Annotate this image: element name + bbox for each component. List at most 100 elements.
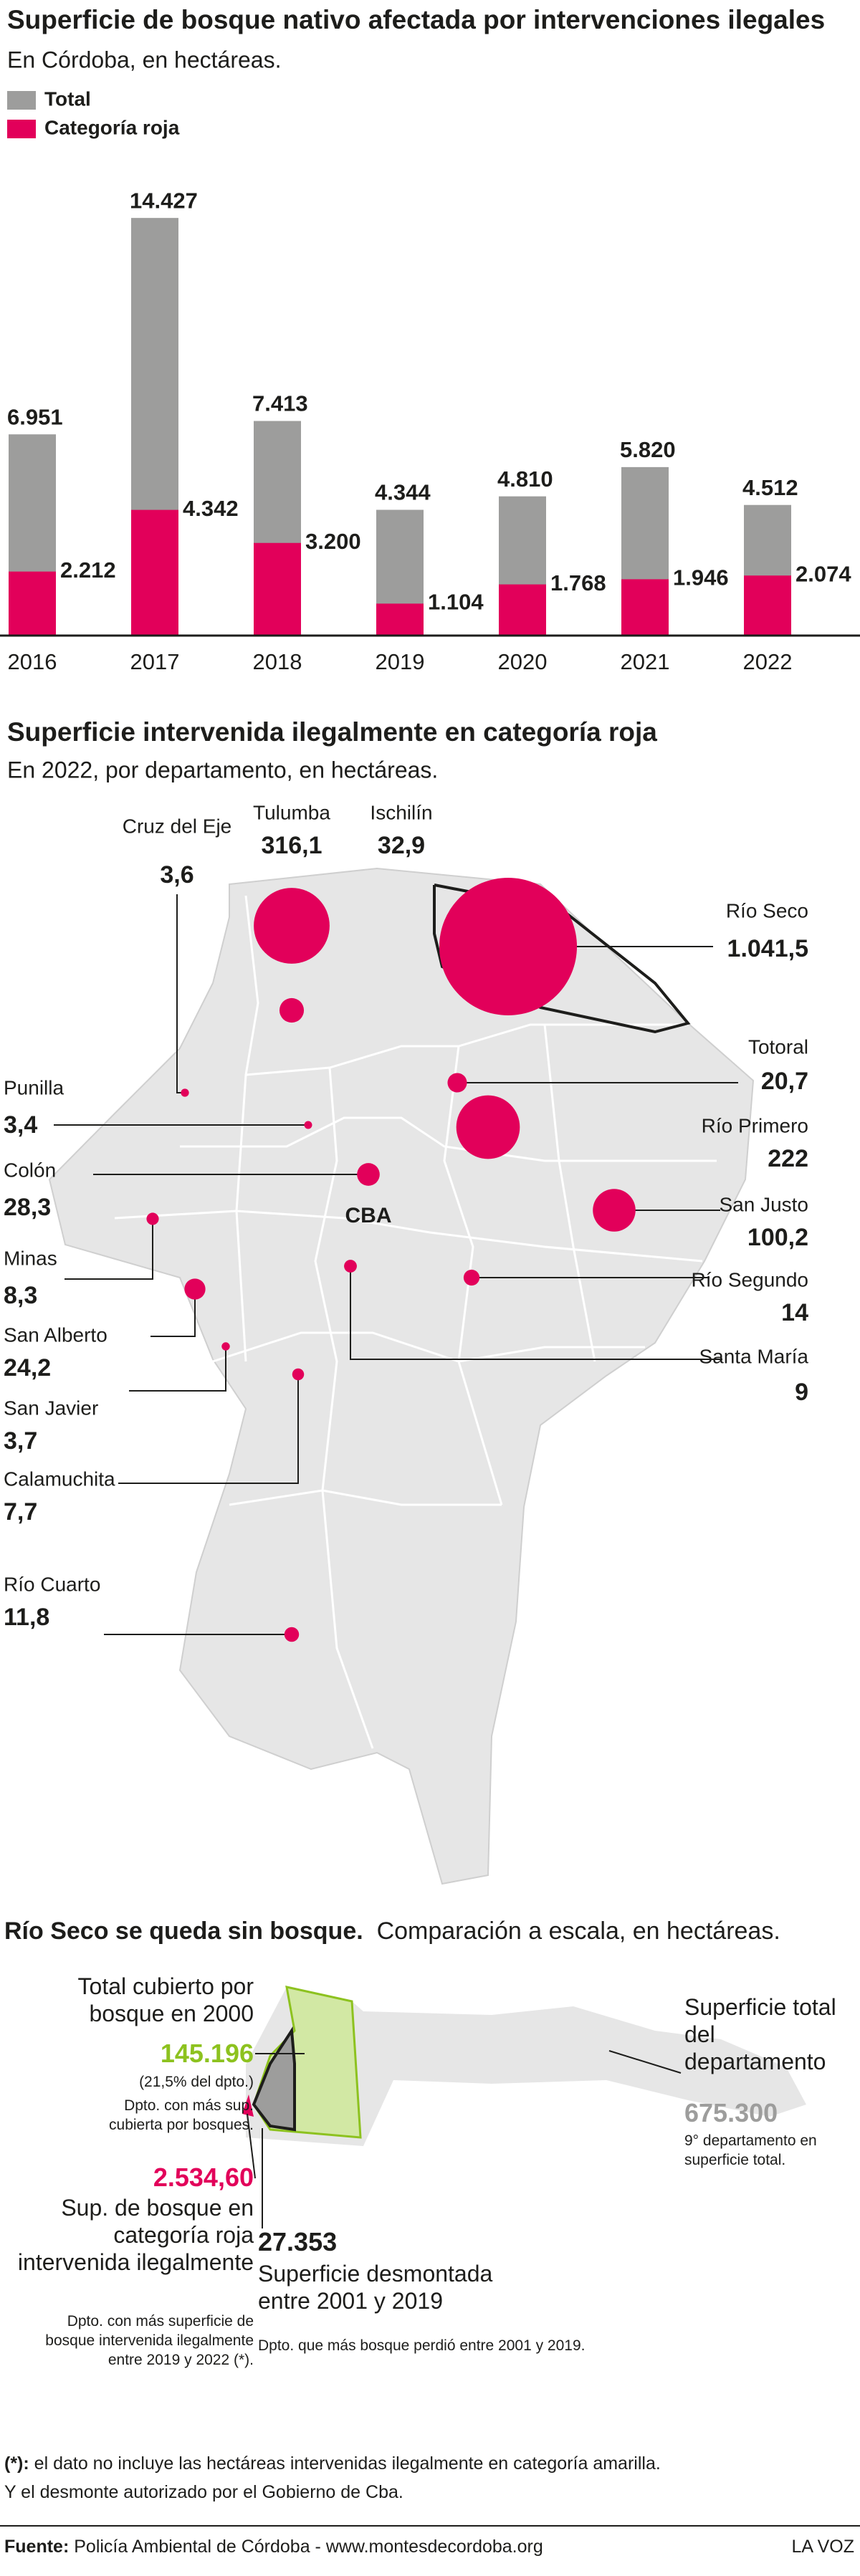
category-label: Santa María — [699, 1345, 808, 1367]
bar — [254, 542, 301, 636]
x-tick-label: 2022 — [743, 649, 793, 674]
value-label: 11,8 — [4, 1604, 49, 1631]
category-label: Río Segundo — [692, 1268, 808, 1291]
value-label: 24,2 — [4, 1354, 51, 1382]
category-label: San Alberto — [4, 1323, 108, 1346]
x-tick-label: 2020 — [498, 649, 548, 674]
bubble — [439, 877, 578, 1016]
category-label: San Javier — [4, 1397, 98, 1419]
value-label: 28,3 — [4, 1194, 51, 1221]
bubble — [593, 1189, 636, 1232]
category-label: Río Cuarto — [4, 1573, 100, 1595]
bar — [376, 603, 424, 636]
category-label: Colón — [4, 1159, 56, 1181]
value-label: 1.104 — [428, 590, 484, 615]
value-label: 3,7 — [4, 1427, 37, 1455]
value-label: 8,3 — [4, 1282, 37, 1309]
bar — [499, 584, 546, 636]
forest-label: Total cubierto por bosque en 2000 — [77, 1973, 254, 2026]
category-label: Punilla — [4, 1076, 64, 1098]
category-label: Totoral — [748, 1035, 808, 1058]
bubble — [184, 1278, 206, 1300]
source: Fuente: Policía Ambiental de Córdoba - w… — [4, 2537, 543, 2557]
chart-subtitle: En Córdoba, en hectáreas. — [7, 47, 281, 72]
comparison-subtitle: Comparación a escala, en hectáreas. — [376, 1917, 780, 1945]
legend-label: Total — [44, 87, 91, 110]
note-line: el dato no incluye las hectáreas interve… — [34, 2453, 661, 2474]
category-label: Ischilín — [370, 801, 432, 823]
category-label: Río Seco — [726, 899, 808, 921]
value-label: 7.413 — [252, 391, 308, 416]
x-tick-label: 2019 — [376, 649, 425, 674]
value-label: 4.810 — [497, 466, 553, 492]
bar — [9, 571, 56, 636]
value-label: 316,1 — [261, 832, 322, 859]
red-shape — [242, 2094, 254, 2117]
source-text: Policía Ambiental de Córdoba - www.monte… — [74, 2537, 543, 2557]
value-label: 1.041,5 — [727, 935, 808, 962]
bubble — [357, 1163, 380, 1186]
total-note: 9° departamento en superficie total. — [684, 2132, 817, 2168]
note-marker: (*): — [4, 2453, 29, 2474]
category-label: San Justo — [719, 1193, 808, 1215]
value-label: 14 — [781, 1299, 808, 1326]
comparison-title: Río Seco se queda sin bosque. — [4, 1917, 363, 1945]
comparison-shapes — [242, 1986, 806, 2228]
value-label: 100,2 — [747, 1224, 808, 1251]
bar — [131, 509, 178, 636]
source-label: Fuente: — [4, 2537, 70, 2557]
forest-note: Dpto. con más sup. cubierta por bosques. — [109, 2097, 254, 2133]
cleared-note: Dpto. que más bosque perdió entre 2001 y… — [258, 2337, 586, 2354]
department-shape — [246, 1987, 806, 2146]
x-tick-label: 2017 — [130, 649, 180, 674]
red-value: 2.534,60 — [153, 2163, 254, 2192]
legend-label: Categoría roja — [44, 116, 180, 138]
department-borders — [114, 895, 717, 1749]
bubble — [344, 1260, 357, 1273]
x-tick-label: 2016 — [8, 649, 57, 674]
province-shape — [48, 867, 755, 1885]
bubble — [254, 888, 330, 964]
red-note: Dpto. con más superficie de bosque inter… — [45, 2313, 254, 2368]
category-label: Tulumba — [253, 801, 330, 823]
value-label: 222 — [768, 1145, 808, 1172]
value-label: 7,7 — [4, 1498, 37, 1526]
leader-line — [64, 1219, 153, 1280]
value-label: 4.344 — [375, 480, 431, 505]
bubble — [279, 997, 305, 1023]
leader-line — [129, 1346, 226, 1392]
chart-title: Superficie intervenida ilegalmente en ca… — [7, 717, 657, 747]
value-label: 2.212 — [60, 557, 116, 583]
value-label: 1.768 — [550, 570, 606, 595]
cleared-shape — [252, 2026, 296, 2132]
bubble — [304, 1121, 312, 1129]
value-label: 32,9 — [378, 832, 425, 859]
brand: LA VOZ — [791, 2537, 854, 2557]
bubble — [463, 1269, 480, 1286]
forest-value: 145.196 — [160, 2039, 254, 2068]
value-label: 4.512 — [742, 475, 798, 500]
chart-title: Superficie de bosque nativo afectada por… — [7, 5, 825, 34]
bubble — [181, 1088, 189, 1097]
bubble — [456, 1095, 520, 1159]
value-label: 14.427 — [130, 188, 198, 213]
comparison-heading: Río Seco se queda sin bosque. Comparació… — [4, 1917, 780, 1945]
forest-share: (21,5% del dpto.) — [139, 2074, 254, 2090]
cleared-value: 27.353 — [258, 2227, 338, 2256]
x-tick-label: 2018 — [253, 649, 302, 674]
x-tick-label: 2021 — [621, 649, 670, 674]
category-label: Cruz del Eje — [123, 815, 232, 837]
legend-swatch — [7, 120, 36, 138]
bubble — [221, 1342, 230, 1351]
map-annotation: CBA — [345, 1204, 392, 1227]
value-label: 6.951 — [7, 404, 63, 429]
value-label: 1.946 — [673, 565, 729, 590]
leader-line — [118, 1374, 299, 1484]
value-label: 2.074 — [796, 561, 851, 586]
bubble — [292, 1368, 305, 1381]
value-label: 3.200 — [305, 529, 361, 554]
value-label: 3,4 — [4, 1111, 37, 1139]
value-label: 20,7 — [761, 1068, 808, 1095]
